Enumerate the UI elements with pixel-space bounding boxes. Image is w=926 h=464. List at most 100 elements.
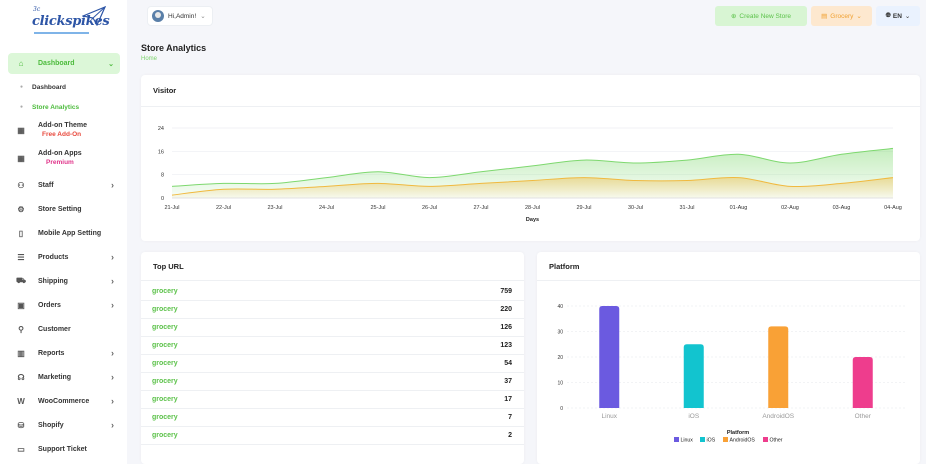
sidebar-item-dashboard[interactable]: ⌂ Dashboard ⌄: [8, 53, 120, 74]
url-count: 17: [504, 396, 512, 403]
sidebar: 3c clickspikes ⌂ Dashboard ⌄ ● Dashboard…: [0, 0, 127, 464]
chevron-down-icon: ⌄: [904, 13, 911, 20]
x-tick-label: 26-Jul: [422, 205, 437, 211]
sidebar-item-store-setting[interactable]: ⚙ Store Setting: [8, 197, 120, 221]
brand-logo[interactable]: 3c clickspikes: [30, 6, 110, 36]
x-tick-label: 04-Aug: [884, 205, 902, 211]
url-count: 123: [500, 342, 512, 349]
url-count: 7: [508, 414, 512, 421]
brand-underline: [34, 32, 89, 34]
topbar: Hi,Admin! ⌄ ⊕ Create New Store ▤ Grocery…: [127, 0, 926, 34]
chevron-right-icon: ›: [111, 396, 114, 406]
legend-swatch: [723, 437, 728, 442]
sidebar-item-label: Add-on Apps: [38, 150, 82, 157]
sidebar-item-products[interactable]: ☰ Products ›: [8, 245, 120, 269]
sidebar-item-orders[interactable]: ▣ Orders ›: [8, 293, 120, 317]
x-tick-label: 29-Jul: [577, 205, 592, 211]
x-axis-title: Days: [526, 217, 539, 223]
y-tick-label: 20: [557, 355, 563, 361]
y-tick-label: 24: [158, 126, 164, 132]
ticket-icon: ▭: [17, 444, 25, 454]
legend-label: Linux: [681, 438, 694, 444]
sidebar-item-label: Products: [38, 253, 69, 261]
x-tick-label: 22-Jul: [216, 205, 231, 211]
x-tick-label: 27-Jul: [474, 205, 489, 211]
url-count: 2: [508, 432, 512, 439]
sidebar-item-woocommerce[interactable]: W WooCommerce ›: [8, 389, 120, 413]
top-url-title: Top URL: [153, 262, 184, 271]
paper-plane-icon: [82, 6, 106, 26]
page-title: Store Analytics: [141, 43, 207, 53]
users-icon: ⚇: [17, 180, 25, 190]
sidebar-item-label: Reports: [38, 349, 65, 357]
series-line-0: [171, 147, 894, 187]
legend-swatch: [700, 437, 705, 442]
platform-title: Platform: [549, 262, 580, 271]
url-link[interactable]: grocery: [152, 378, 178, 385]
brand-sup: 3c: [33, 6, 41, 13]
y-tick-label: 8: [161, 173, 164, 179]
url-count: 759: [500, 288, 512, 295]
table-row: grocery 759: [141, 283, 524, 301]
url-link[interactable]: grocery: [152, 360, 178, 367]
divider: [141, 106, 920, 107]
chevron-right-icon: ›: [111, 420, 114, 430]
language-select-button[interactable]: 🌐︎ EN ⌄: [876, 6, 920, 26]
divider: [537, 280, 920, 281]
store-icon: ▤: [821, 13, 828, 20]
bullet-icon: ●: [20, 84, 24, 90]
sidebar-subitem-dashboard[interactable]: ● Dashboard: [8, 77, 120, 97]
url-link[interactable]: grocery: [152, 432, 178, 439]
url-link[interactable]: grocery: [152, 288, 178, 295]
url-link[interactable]: grocery: [152, 342, 178, 349]
shopify-icon: ⛁: [17, 420, 25, 430]
sidebar-item-addon-apps[interactable]: ▦ Add-on Apps Premium: [8, 145, 120, 173]
admin-menu[interactable]: Hi,Admin! ⌄: [147, 6, 213, 26]
sidebar-subitem-store-analytics[interactable]: ● Store Analytics: [8, 97, 120, 117]
chevron-right-icon: ›: [111, 252, 114, 262]
chevron-right-icon: ›: [111, 300, 114, 310]
sidebar-item-label: Store Setting: [38, 205, 82, 213]
megaphone-icon: ☊: [17, 372, 25, 382]
table-row: grocery 17: [141, 391, 524, 409]
y-tick-label: 30: [557, 330, 563, 336]
sidebar-item-label: Mobile App Setting: [38, 229, 102, 237]
sidebar-item-label: Support Ticket: [38, 445, 87, 453]
url-link[interactable]: grocery: [152, 306, 178, 313]
table-row: grocery 54: [141, 355, 524, 373]
sidebar-item-mobile-app-setting[interactable]: ▯ Mobile App Setting: [8, 221, 120, 245]
chevron-right-icon: ›: [111, 180, 114, 190]
bar-androidos: [768, 326, 789, 408]
admin-label: Hi,Admin!: [168, 12, 197, 20]
plus-circle-icon: ⊕: [730, 13, 737, 20]
sidebar-item-staff[interactable]: ⚇ Staff ›: [8, 173, 120, 197]
premium-badge: Premium: [46, 159, 74, 166]
store-select-button[interactable]: ▤ Grocery ⌄: [811, 6, 872, 26]
chevron-down-icon: ⌄: [108, 60, 114, 68]
home-icon: ⌂: [18, 59, 24, 68]
sidebar-item-shipping[interactable]: ⛟ Shipping ›: [8, 269, 120, 293]
language-label: EN: [892, 12, 902, 20]
sidebar-item-customer[interactable]: ⚲ Customer: [8, 317, 120, 341]
sidebar-item-shopify[interactable]: ⛁ Shopify ›: [8, 413, 120, 437]
breadcrumb[interactable]: Home: [141, 56, 158, 62]
visitor-card: Visitor 0 8 16 24 21-Jul 22-Jul 23-Jul 24-Jul 25…: [141, 75, 920, 241]
bullet-icon: ●: [20, 104, 24, 110]
sidebar-item-support-ticket[interactable]: ▭ Support Ticket: [8, 437, 120, 461]
url-link[interactable]: grocery: [152, 414, 178, 421]
truck-icon: ⛟: [15, 276, 27, 285]
sidebar-item-addon-theme[interactable]: ▦ Add-on Theme Free Add-On: [8, 117, 120, 145]
mobile-icon: ▯: [18, 228, 24, 238]
url-count: 37: [504, 378, 512, 385]
sidebar-item-marketing[interactable]: ☊ Marketing ›: [8, 365, 120, 389]
sidebar-item-reports[interactable]: ▥ Reports ›: [8, 341, 120, 365]
url-link[interactable]: grocery: [152, 324, 178, 331]
sidebar-subitem-label: Store Analytics: [32, 103, 80, 111]
create-new-store-button[interactable]: ⊕ Create New Store: [715, 6, 807, 26]
grid-icon: ▦: [17, 126, 25, 135]
user-icon: ⚲: [18, 324, 24, 334]
url-link[interactable]: grocery: [152, 396, 178, 403]
divider: [141, 280, 524, 281]
table-row: grocery 37: [141, 373, 524, 391]
top-url-card: Top URL grocery 759 grocery 220 grocery 126 gr…: [141, 252, 524, 464]
